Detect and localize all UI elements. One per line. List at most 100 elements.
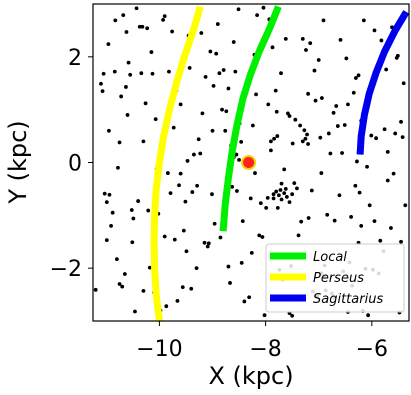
star-point <box>361 18 366 23</box>
star-point <box>102 191 107 196</box>
star-point <box>349 215 354 219</box>
star-point <box>261 5 266 10</box>
star-point <box>178 171 183 176</box>
star-point <box>393 131 398 136</box>
star-point <box>130 240 135 245</box>
star-point <box>344 56 349 61</box>
star-point <box>295 186 299 191</box>
star-point <box>282 167 287 172</box>
star-point <box>254 92 258 97</box>
star-point <box>306 91 310 96</box>
star-point <box>167 69 171 74</box>
star-point <box>210 128 215 133</box>
star-point <box>399 119 403 124</box>
star-point <box>250 123 255 128</box>
star-point <box>271 196 276 201</box>
star-point <box>143 101 148 106</box>
star-point <box>187 66 192 70</box>
star-point <box>366 313 371 318</box>
star-point <box>335 124 340 128</box>
star-point <box>215 22 220 26</box>
star-point <box>271 192 276 197</box>
star-point <box>300 36 305 41</box>
star-point <box>401 81 406 86</box>
star-point <box>125 113 130 117</box>
star-point <box>340 151 344 155</box>
arm-local <box>219 5 282 232</box>
star-point <box>162 14 167 19</box>
star-point <box>233 69 238 74</box>
star-point <box>106 42 111 47</box>
star-point <box>367 203 372 208</box>
star-point <box>278 188 283 192</box>
star-point <box>279 197 284 202</box>
star-point <box>400 135 405 140</box>
star-point <box>124 85 128 89</box>
star-point <box>231 40 236 44</box>
star-point <box>164 304 169 309</box>
star-point <box>306 142 310 146</box>
star-point <box>137 24 142 29</box>
star-point <box>131 216 136 221</box>
star-point <box>338 38 343 42</box>
star-point <box>382 127 387 132</box>
star-point <box>139 71 144 76</box>
star-point <box>395 53 400 58</box>
star-point <box>299 219 304 224</box>
star-point <box>150 71 155 76</box>
star-point <box>112 69 117 74</box>
star-point <box>326 131 331 136</box>
star-point <box>287 114 292 118</box>
star-point <box>208 49 213 54</box>
star-point <box>116 165 120 170</box>
star-point <box>218 235 223 240</box>
star-point <box>260 235 265 239</box>
star-point <box>184 249 189 254</box>
star-point <box>279 181 284 186</box>
x-tick-label: −8 <box>249 337 281 362</box>
star-point <box>257 233 262 238</box>
legend: Local Perseus Sagittarius <box>265 243 405 313</box>
star-point <box>365 164 369 169</box>
star-point <box>320 96 324 100</box>
star-point <box>292 181 297 186</box>
star-point <box>117 140 122 145</box>
star-point <box>276 193 281 198</box>
star-point <box>175 299 180 303</box>
star-point <box>185 159 190 163</box>
y-tick-label: 0 <box>68 152 82 177</box>
star-point <box>129 208 134 212</box>
star-point <box>196 137 201 142</box>
star-point <box>242 299 247 304</box>
star-point <box>165 171 170 175</box>
star-point <box>230 184 235 189</box>
star-point <box>119 94 124 99</box>
star-point <box>228 281 232 285</box>
star-point <box>101 71 106 76</box>
star-point <box>385 178 390 183</box>
star-point <box>274 189 279 194</box>
star-point <box>206 241 211 246</box>
star-point <box>255 13 260 17</box>
star-point <box>379 38 384 43</box>
star-point <box>177 183 181 188</box>
star-point <box>342 123 347 127</box>
star-point <box>357 190 362 195</box>
star-point <box>269 139 273 144</box>
star-point <box>321 18 326 23</box>
star-point <box>212 221 217 226</box>
star-point <box>374 136 378 141</box>
star-point <box>140 24 145 29</box>
star-point <box>272 136 277 141</box>
star-point <box>331 110 336 115</box>
star-point <box>372 28 377 33</box>
legend-label-perseus: Perseus <box>313 271 364 286</box>
star-point <box>293 117 298 122</box>
star-point <box>351 90 356 95</box>
star-point <box>319 171 324 175</box>
star-point <box>178 102 183 107</box>
star-point <box>145 26 150 31</box>
ticks-layer: −10 −8 −6 −2 0 2 <box>50 46 388 362</box>
star-point <box>203 75 208 79</box>
